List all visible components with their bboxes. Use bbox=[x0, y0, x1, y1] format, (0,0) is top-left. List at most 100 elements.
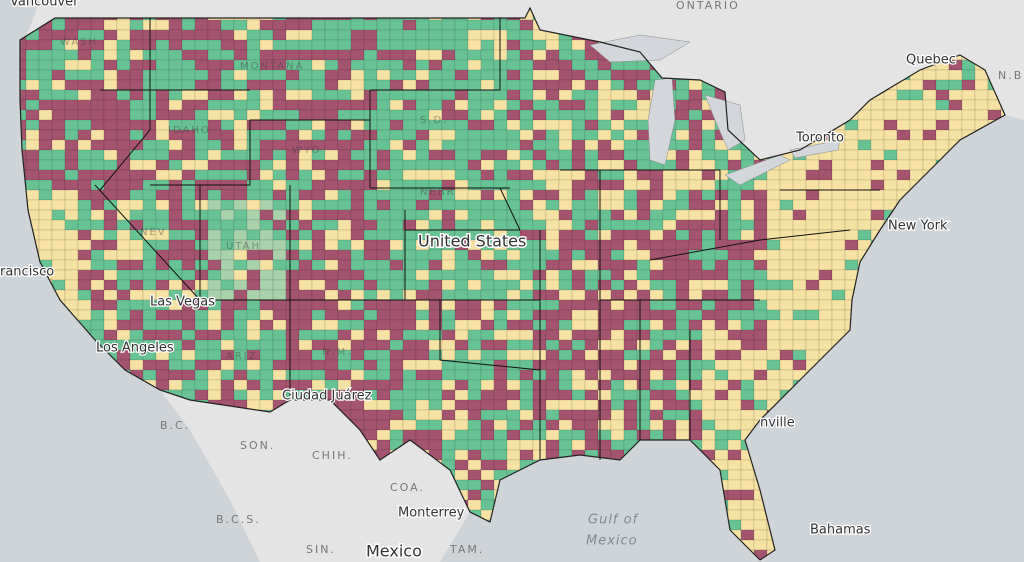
county-cell bbox=[766, 169, 781, 181]
county-cell bbox=[298, 219, 313, 231]
county-cell bbox=[740, 319, 755, 331]
county-cell bbox=[90, 149, 105, 161]
county-cell bbox=[506, 29, 521, 41]
county-cell bbox=[649, 329, 664, 341]
county-cell bbox=[818, 179, 833, 191]
county-cell bbox=[220, 49, 235, 61]
county-cell bbox=[844, 169, 859, 181]
county-cell bbox=[207, 159, 222, 171]
county-cell bbox=[844, 159, 859, 171]
county-cell bbox=[181, 219, 196, 231]
county-cell bbox=[285, 99, 300, 111]
county-cell bbox=[558, 279, 573, 291]
county-cell bbox=[792, 289, 807, 301]
county-cell bbox=[220, 79, 235, 91]
county-cell bbox=[389, 229, 404, 241]
county-cell bbox=[636, 299, 651, 311]
county-cell bbox=[727, 309, 742, 321]
county-cell bbox=[818, 209, 833, 221]
county-cell bbox=[324, 359, 339, 371]
county-cell bbox=[506, 369, 521, 381]
county-cell bbox=[194, 209, 209, 221]
county-cell bbox=[675, 379, 690, 391]
county-cell bbox=[441, 139, 456, 151]
county-cell bbox=[246, 99, 261, 111]
county-cell bbox=[168, 229, 183, 241]
county-cell bbox=[818, 309, 833, 321]
county-cell bbox=[181, 229, 196, 241]
county-cell bbox=[77, 249, 92, 261]
county-cell bbox=[337, 119, 352, 131]
county-cell bbox=[545, 379, 560, 391]
county-cell bbox=[38, 89, 53, 101]
county-cell bbox=[753, 299, 768, 311]
county-cell bbox=[389, 369, 404, 381]
county-cell bbox=[428, 89, 443, 101]
county-cell bbox=[272, 169, 287, 181]
county-cell bbox=[90, 69, 105, 81]
county-cell bbox=[961, 99, 976, 111]
county-cell bbox=[636, 399, 651, 411]
county-cell bbox=[376, 279, 391, 291]
county-cell bbox=[636, 329, 651, 341]
county-cell bbox=[727, 269, 742, 281]
county-cell bbox=[155, 259, 170, 271]
county-cell bbox=[766, 369, 781, 381]
county-cell bbox=[168, 89, 183, 101]
county-cell bbox=[116, 19, 131, 31]
county-cell bbox=[77, 179, 92, 191]
county-cell bbox=[714, 269, 729, 281]
county-cell bbox=[454, 129, 469, 141]
county-cell bbox=[77, 239, 92, 251]
county-cell bbox=[766, 349, 781, 361]
county-cell bbox=[493, 399, 508, 411]
county-cell bbox=[545, 369, 560, 381]
county-cell bbox=[441, 429, 456, 441]
county-cell bbox=[610, 239, 625, 251]
county-cell bbox=[168, 359, 183, 371]
county-cell bbox=[38, 139, 53, 151]
county-cell bbox=[103, 69, 118, 81]
county-cell bbox=[64, 229, 79, 241]
county-cell bbox=[207, 319, 222, 331]
county-cell bbox=[259, 309, 274, 321]
county-cell bbox=[181, 59, 196, 71]
county-cell bbox=[324, 169, 339, 181]
county-cell bbox=[688, 269, 703, 281]
county-cell bbox=[688, 219, 703, 231]
county-cell bbox=[584, 249, 599, 261]
county-cell bbox=[415, 39, 430, 51]
county-cell bbox=[428, 379, 443, 391]
county-cell bbox=[428, 429, 443, 441]
county-cell bbox=[480, 279, 495, 291]
county-cell bbox=[324, 309, 339, 321]
county-cell bbox=[103, 159, 118, 171]
county-cell bbox=[389, 129, 404, 141]
county-cell bbox=[181, 369, 196, 381]
county-cell bbox=[77, 289, 92, 301]
county-cell bbox=[38, 109, 53, 121]
county-cell bbox=[415, 199, 430, 211]
county-cell bbox=[532, 39, 547, 51]
county-cell bbox=[818, 299, 833, 311]
county-cell bbox=[636, 389, 651, 401]
county-cell bbox=[545, 119, 560, 131]
county-cell bbox=[402, 149, 417, 161]
county-cell bbox=[103, 209, 118, 221]
county-cell bbox=[467, 249, 482, 261]
county-cell bbox=[467, 119, 482, 131]
county-cell bbox=[376, 59, 391, 71]
county-cell bbox=[441, 219, 456, 231]
county-cell bbox=[480, 19, 495, 31]
county-cell bbox=[402, 169, 417, 181]
state-label: WYO bbox=[292, 145, 321, 156]
county-cell bbox=[272, 239, 287, 251]
county-cell bbox=[805, 269, 820, 281]
county-cell bbox=[818, 199, 833, 211]
city-label: Monterrey bbox=[398, 506, 465, 521]
county-cell bbox=[558, 389, 573, 401]
county-cell bbox=[779, 309, 794, 321]
county-cell bbox=[220, 59, 235, 71]
county-cell bbox=[38, 159, 53, 171]
county-cell bbox=[714, 309, 729, 321]
